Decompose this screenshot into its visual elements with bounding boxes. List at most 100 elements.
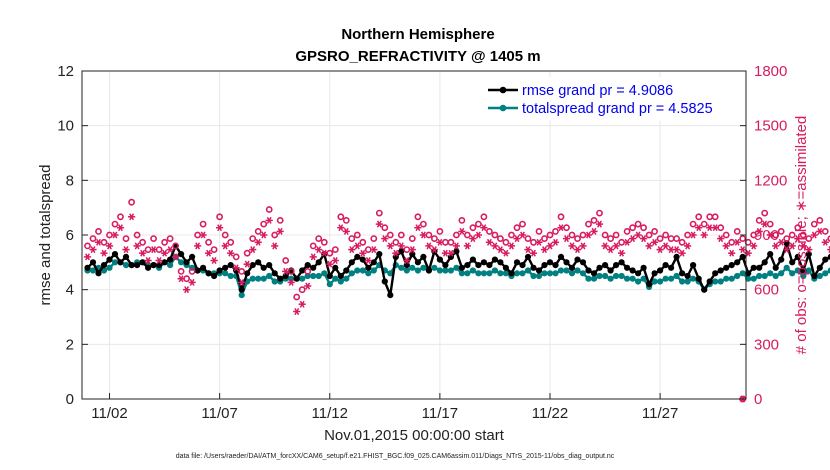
totalspread-point	[387, 270, 394, 277]
rmse-point	[128, 262, 135, 269]
rmse-point	[183, 259, 190, 266]
rmse-point	[772, 264, 779, 271]
obs-assimilated-point	[249, 246, 257, 254]
totalspread-point	[827, 267, 830, 274]
obs-assimilated-point	[551, 238, 560, 246]
rmse-point	[734, 259, 741, 266]
rmse-point	[271, 270, 278, 277]
obs-possible-point	[607, 235, 614, 242]
obs-assimilated-point	[315, 246, 323, 254]
axes: 0 2 4 6 8 10 12 0 300 600 900 1200 1500 1800 11/02 11/0…	[57, 63, 787, 422]
obs-possible-point	[133, 231, 141, 239]
rmse-point	[139, 259, 146, 266]
obs-assimilated-point	[260, 231, 268, 239]
totalspread-point	[662, 275, 669, 282]
totalspread-point	[679, 278, 686, 285]
rmse-point	[304, 262, 311, 269]
obs-assimilated-point	[799, 242, 807, 250]
rmse-point	[590, 270, 598, 277]
obs-assimilated-point	[821, 238, 829, 246]
rmse-point	[778, 256, 785, 263]
obs-assimilated-point	[133, 242, 141, 250]
obs-assimilated-point	[601, 242, 609, 250]
rmse-point	[579, 259, 587, 266]
obs-possible-point	[574, 235, 581, 242]
rmse-point	[266, 262, 273, 269]
obs-assimilated-point	[364, 257, 372, 264]
rmse-point	[497, 259, 504, 266]
rmse-point	[568, 264, 576, 271]
totalspread-point	[222, 270, 229, 277]
obs-assimilated-point	[474, 231, 482, 239]
obs-possible-point	[563, 224, 570, 232]
obs-assimilated-point	[447, 249, 455, 257]
obs-possible-point	[386, 231, 394, 239]
totalspread-point	[585, 275, 592, 282]
obs-possible-point	[755, 216, 763, 224]
x-tick-label: 11/27	[642, 405, 678, 422]
rmse-point	[458, 264, 465, 271]
obs-possible-point	[254, 227, 262, 235]
totalspread-point	[266, 272, 273, 280]
totalspread-point	[629, 275, 636, 282]
totalspread-point	[337, 278, 344, 285]
totalspread-point	[227, 272, 234, 280]
rmse-point	[260, 264, 267, 271]
rmse-point	[728, 262, 735, 269]
obs-assimilated-point	[678, 249, 686, 257]
obs-assimilated-point	[452, 242, 460, 250]
obs-assimilated-point	[116, 224, 125, 232]
obs-possible-point	[640, 224, 647, 232]
totalspread-point	[89, 267, 97, 274]
totalspread-point	[794, 267, 801, 274]
obs-possible-point	[331, 246, 339, 253]
x-tick-label: 11/12	[312, 405, 348, 422]
obs-assimilated-point	[579, 242, 587, 250]
obs-possible-point	[353, 231, 361, 239]
totalspread-point	[805, 267, 812, 274]
totalspread-point	[778, 270, 785, 277]
x-tick-label: 11/07	[201, 405, 237, 422]
totalspread-point	[475, 270, 482, 277]
obs-possible-point	[271, 231, 279, 239]
gridlines	[82, 71, 746, 399]
rmse-point	[646, 281, 653, 288]
obs-assimilated-point	[155, 257, 163, 264]
obs-assimilated-point	[651, 238, 659, 246]
rmse-point	[624, 264, 631, 271]
rmse-point	[712, 270, 719, 277]
obs-possible-point	[623, 227, 631, 235]
obs-assimilated-point	[562, 235, 571, 243]
obs-assimilated-point	[139, 249, 147, 257]
totalspread-point	[453, 264, 460, 271]
totalspread-point	[348, 270, 355, 277]
obs-assimilated-point	[794, 235, 802, 243]
obs-assimilated-point	[695, 224, 703, 232]
rmse-point	[425, 267, 432, 274]
obs-possible-point	[216, 213, 223, 221]
rmse-point	[668, 264, 675, 271]
rmse-point	[414, 259, 421, 266]
rmse-point	[134, 262, 141, 269]
totalspread-point	[596, 272, 603, 280]
obs-assimilated-point	[777, 238, 785, 246]
y-tick-label-right: 600	[754, 282, 779, 299]
obs-assimilated-point	[408, 246, 416, 254]
obs-possible-point	[337, 213, 345, 221]
obs-possible-point	[585, 220, 592, 228]
totalspread-point	[789, 270, 796, 277]
obs-assimilated-point	[188, 278, 196, 286]
obs-possible-point	[392, 238, 400, 246]
rmse-point	[469, 256, 476, 263]
obs-assimilated-point	[194, 242, 202, 250]
totalspread-point	[745, 275, 752, 282]
obs-assimilated-point	[590, 227, 598, 235]
obs-possible-point	[243, 249, 251, 257]
obs-assimilated-point	[111, 231, 119, 239]
obs-assimilated-point	[645, 242, 653, 250]
rmse-point	[783, 240, 790, 247]
rmse-point	[767, 251, 774, 258]
obs-assimilated-point	[183, 286, 191, 294]
totalspread-point	[657, 278, 664, 285]
obs-possible-point	[348, 235, 356, 242]
